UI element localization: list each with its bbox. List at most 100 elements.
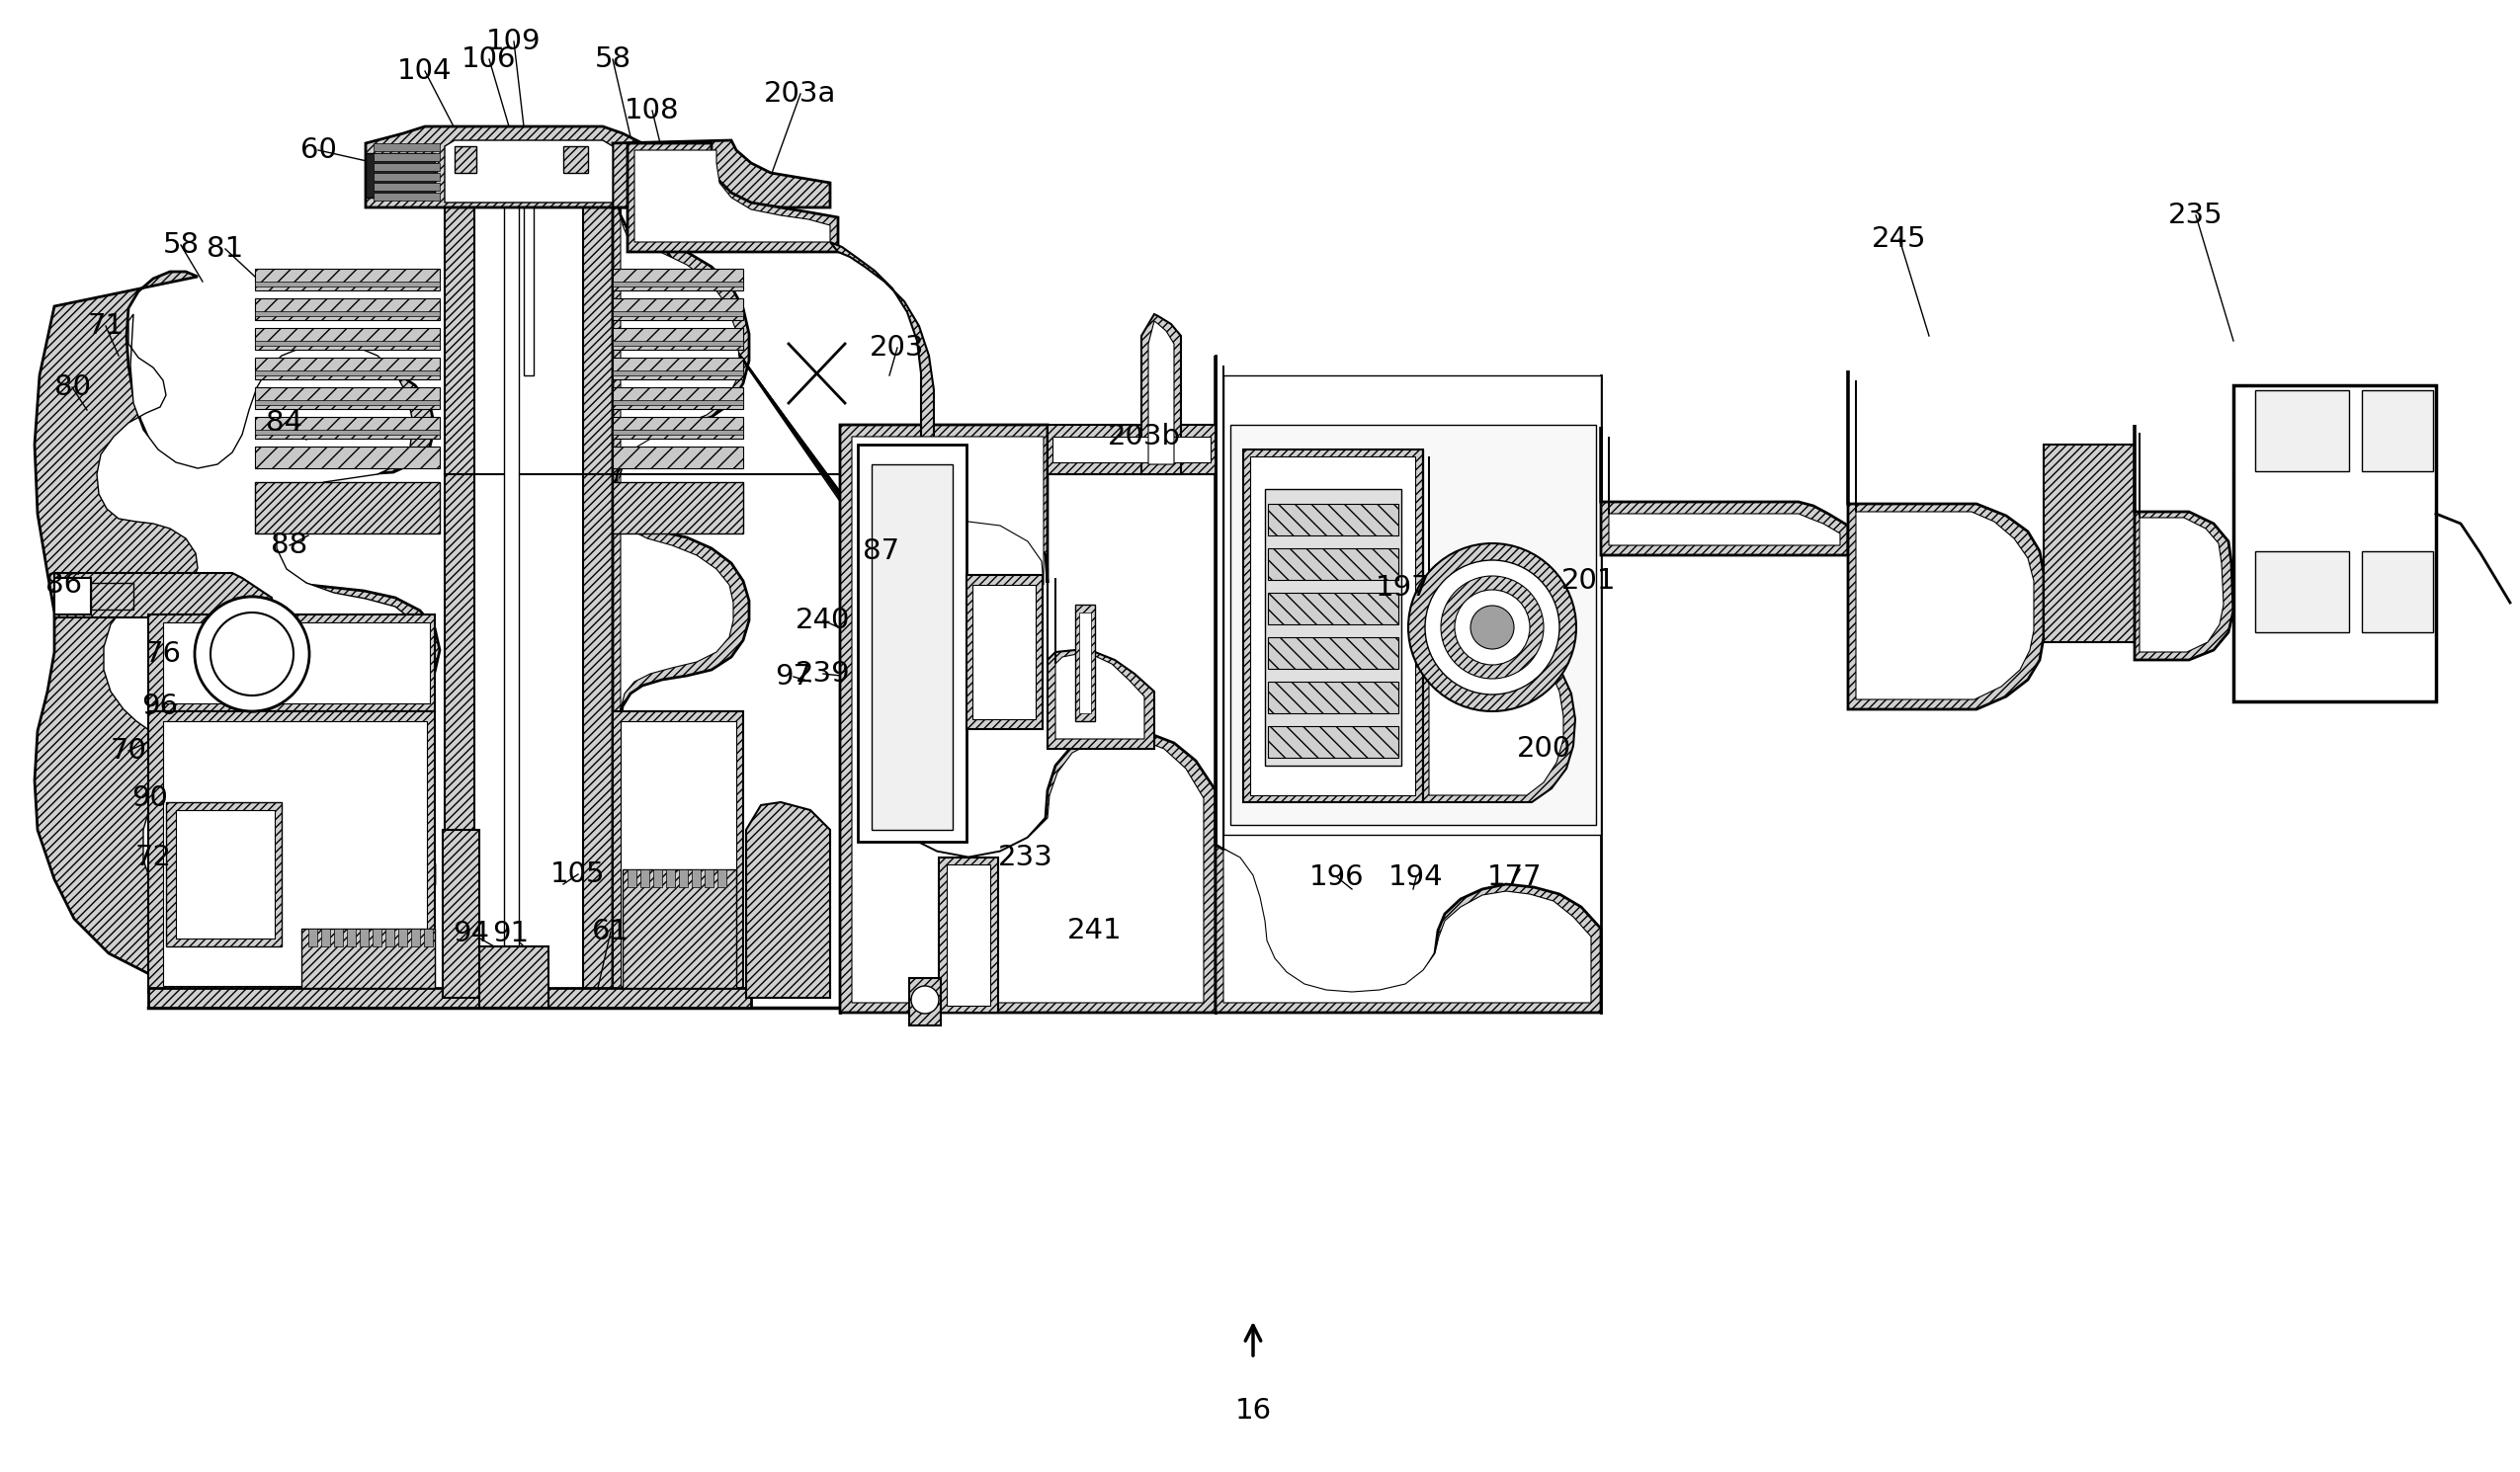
Bar — [872, 464, 953, 830]
Polygon shape — [1149, 321, 1174, 464]
Polygon shape — [164, 623, 431, 704]
Text: 245: 245 — [1872, 225, 1928, 253]
Text: 109: 109 — [486, 28, 542, 56]
Bar — [706, 870, 713, 888]
Bar — [423, 929, 433, 946]
Polygon shape — [612, 269, 743, 290]
Polygon shape — [2233, 386, 2437, 702]
Polygon shape — [55, 578, 91, 614]
Polygon shape — [612, 328, 743, 350]
Bar — [255, 430, 441, 434]
Text: 96: 96 — [141, 692, 179, 720]
Bar — [612, 281, 743, 287]
Text: 58: 58 — [161, 231, 199, 259]
Polygon shape — [373, 163, 441, 171]
Text: 58: 58 — [595, 46, 630, 74]
Polygon shape — [1250, 456, 1416, 795]
Text: 86: 86 — [45, 571, 83, 599]
Polygon shape — [612, 299, 743, 319]
Text: 97: 97 — [776, 662, 811, 690]
Polygon shape — [373, 143, 441, 152]
Polygon shape — [1215, 356, 1600, 1013]
Polygon shape — [940, 858, 998, 1013]
Polygon shape — [2134, 425, 2233, 659]
Bar — [2255, 390, 2349, 471]
Polygon shape — [255, 387, 441, 409]
Polygon shape — [365, 153, 436, 197]
Polygon shape — [1242, 449, 1424, 802]
Polygon shape — [612, 417, 743, 439]
Polygon shape — [149, 711, 436, 992]
Text: 81: 81 — [207, 236, 244, 263]
Text: 233: 233 — [998, 843, 1053, 871]
Text: 87: 87 — [864, 537, 900, 565]
Text: 239: 239 — [796, 659, 852, 687]
Text: 16: 16 — [1235, 1397, 1273, 1425]
Polygon shape — [444, 140, 474, 998]
Polygon shape — [617, 150, 738, 989]
Bar — [653, 870, 663, 888]
Polygon shape — [627, 143, 839, 252]
Polygon shape — [1079, 612, 1091, 714]
Polygon shape — [1268, 548, 1399, 580]
Circle shape — [212, 612, 292, 695]
Bar — [360, 929, 368, 946]
Polygon shape — [839, 425, 1215, 1013]
Polygon shape — [149, 988, 751, 1008]
Bar — [665, 870, 675, 888]
Text: 106: 106 — [461, 46, 517, 74]
Polygon shape — [1230, 425, 1595, 824]
Polygon shape — [1429, 456, 1562, 795]
Polygon shape — [255, 446, 441, 468]
Bar — [348, 929, 355, 946]
Polygon shape — [612, 483, 743, 533]
Polygon shape — [1268, 637, 1399, 668]
Polygon shape — [852, 437, 1205, 1002]
Polygon shape — [612, 358, 743, 380]
Text: 94: 94 — [454, 920, 489, 948]
Polygon shape — [55, 573, 272, 617]
Bar — [640, 870, 650, 888]
Polygon shape — [1424, 449, 1575, 802]
Text: 177: 177 — [1487, 864, 1542, 891]
Text: 80: 80 — [53, 374, 91, 400]
Circle shape — [194, 596, 310, 711]
Bar — [411, 929, 421, 946]
Polygon shape — [612, 446, 743, 468]
Polygon shape — [524, 140, 534, 375]
Text: 203b: 203b — [1109, 422, 1182, 450]
Text: 201: 201 — [1562, 567, 1615, 595]
Bar — [2255, 551, 2349, 633]
Text: 88: 88 — [272, 531, 307, 559]
Polygon shape — [564, 146, 587, 172]
Bar — [398, 929, 408, 946]
Polygon shape — [1048, 568, 1154, 749]
Polygon shape — [1847, 371, 2044, 710]
Polygon shape — [2044, 445, 2134, 642]
Circle shape — [212, 612, 292, 695]
Polygon shape — [176, 810, 275, 939]
Text: 70: 70 — [111, 737, 146, 764]
Polygon shape — [948, 864, 990, 1005]
Polygon shape — [373, 153, 441, 160]
Polygon shape — [1056, 578, 1144, 739]
Bar — [335, 929, 343, 946]
Bar — [2361, 390, 2432, 471]
Text: 71: 71 — [88, 312, 123, 340]
Bar — [255, 371, 441, 375]
Circle shape — [1409, 543, 1575, 711]
Circle shape — [1454, 590, 1530, 665]
Text: 60: 60 — [300, 137, 338, 163]
Polygon shape — [1265, 489, 1401, 765]
Polygon shape — [2139, 433, 2223, 652]
Text: 203a: 203a — [764, 79, 837, 107]
Polygon shape — [255, 269, 441, 290]
Bar — [693, 870, 701, 888]
Bar — [612, 400, 743, 405]
Polygon shape — [1048, 425, 1215, 474]
Text: 76: 76 — [144, 640, 181, 668]
Polygon shape — [910, 977, 940, 1026]
Polygon shape — [454, 146, 476, 172]
Polygon shape — [1268, 726, 1399, 758]
Polygon shape — [635, 150, 829, 241]
